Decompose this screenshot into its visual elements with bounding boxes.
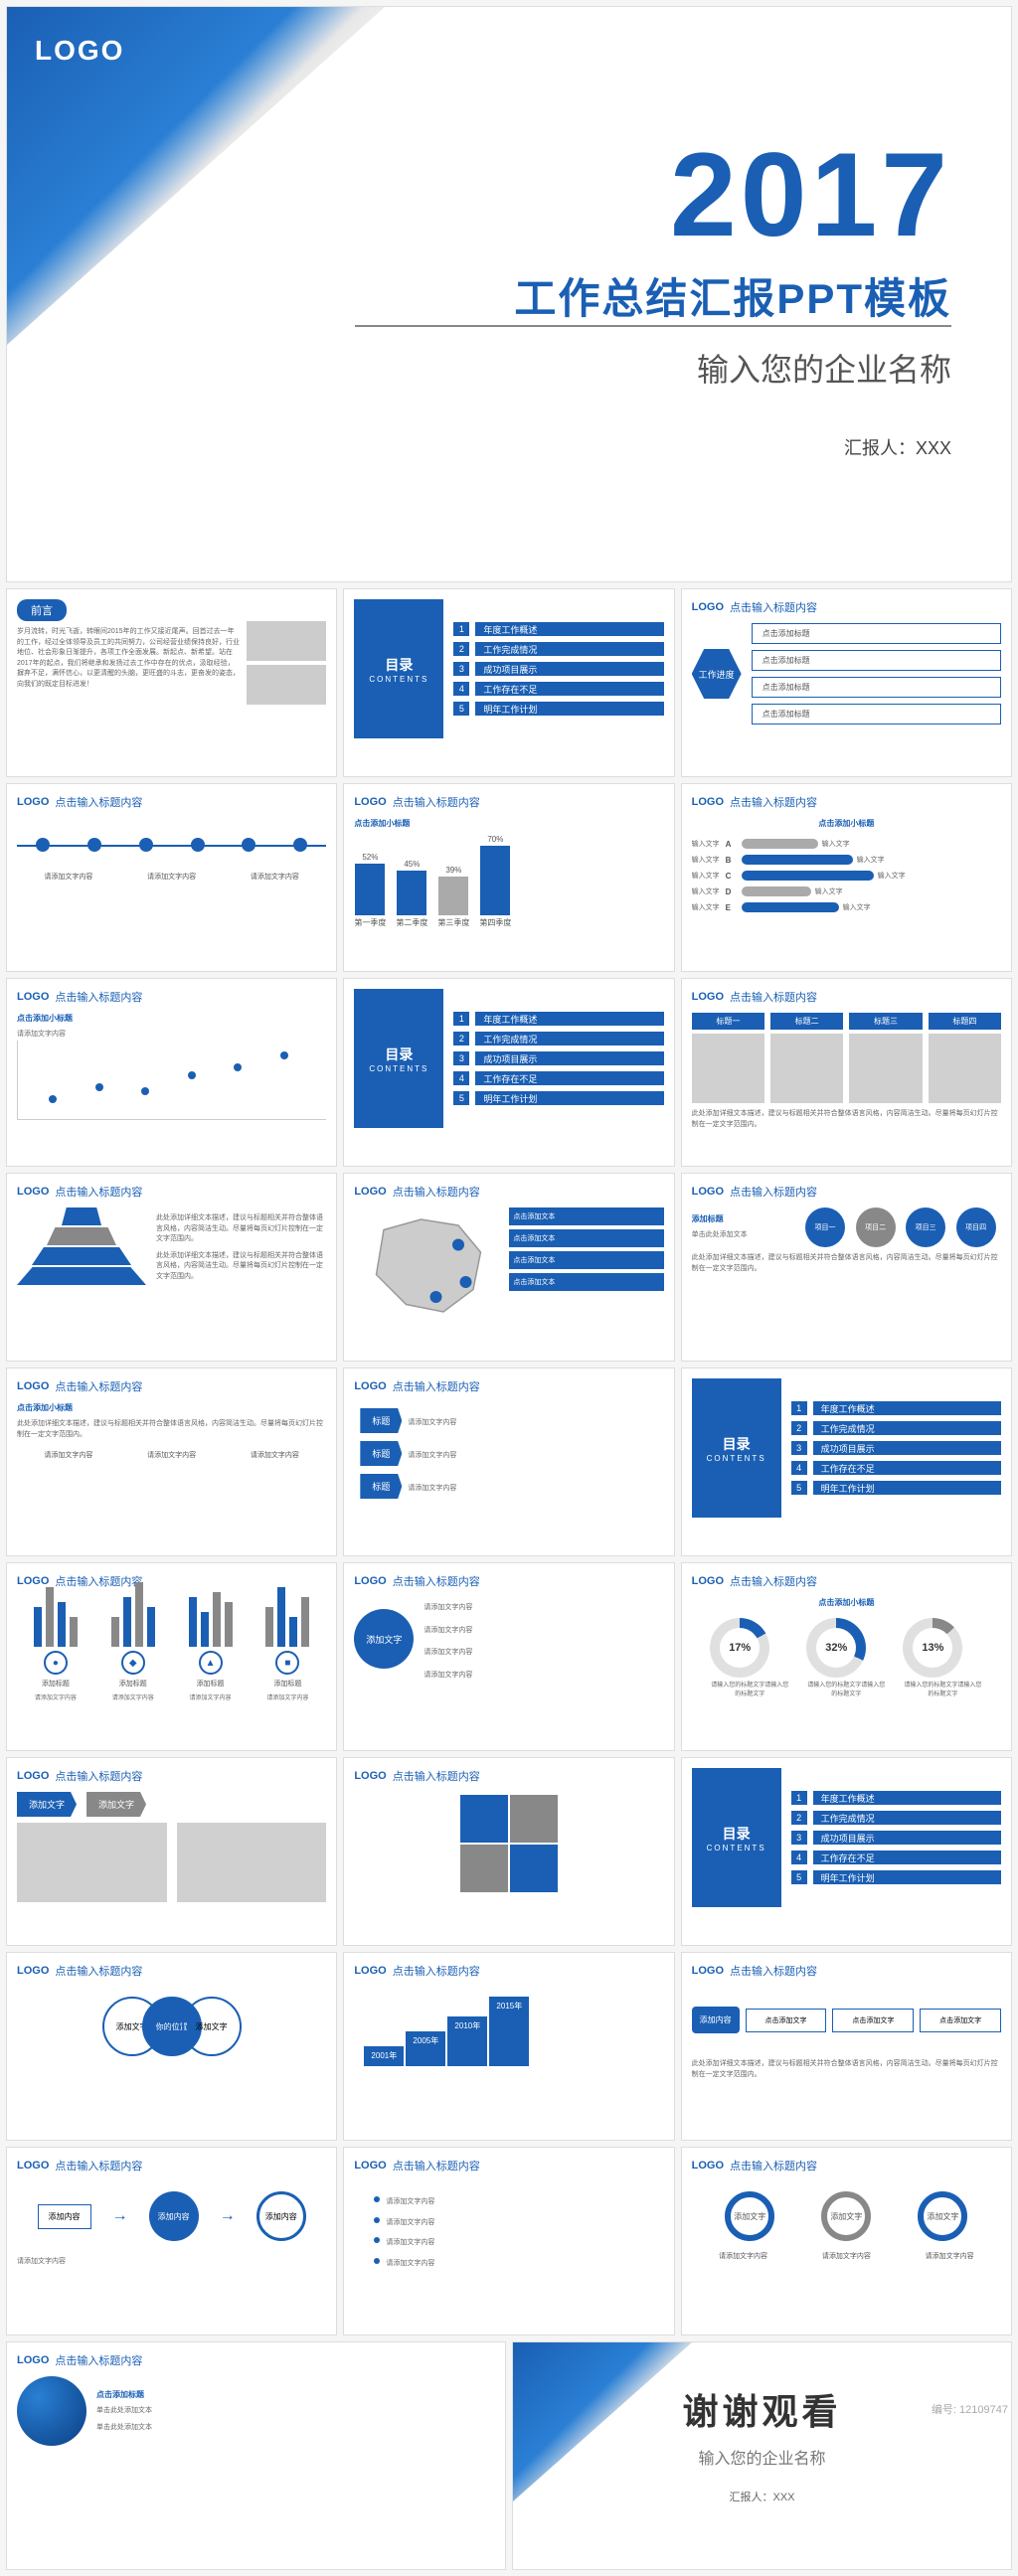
steps-slide: LOGO点击输入标题内容 2001年2005年2010年2015年: [343, 1952, 674, 2141]
slide-row-1: 前言 岁月流转，时光飞逝，转眼间2015年的工作又接近尾声。回首过去一年的工作，…: [6, 588, 1012, 777]
cover-title: 工作总结汇报PPT模板: [514, 265, 951, 326]
hexagon-badge: 工作进度: [692, 649, 742, 699]
timeline-slide: LOGO点击输入标题内容 请添加文字内容 请添加文字内容 请添加文字内容: [6, 783, 337, 972]
branch-slide: LOGO点击输入标题内容 点击添加小标题 此处添加详细文本描述，建议与标题相关并…: [6, 1368, 337, 1556]
slide-row-2: LOGO点击输入标题内容 请添加文字内容 请添加文字内容 请添加文字内容 LOG…: [6, 783, 1012, 972]
toc-title: 目录: [385, 655, 413, 675]
toc-block: 目录 CONTENTS: [692, 1378, 781, 1518]
closing-title: 谢谢观看: [682, 2383, 841, 2435]
circle-flow: 添加内容 → 添加内容 → 添加内容: [17, 2181, 326, 2251]
template-gallery: LOGO 2017 工作总结汇报PPT模板 输入您的企业名称 汇报人：XXX 前…: [0, 0, 1018, 2576]
venn-slide: LOGO点击输入标题内容 添加文字 你的位置 添加文字: [6, 1952, 337, 2141]
pie-charts: 17%请输入您的标题文字请输入您的标题文字32%请输入您的标题文字请输入您的标题…: [692, 1608, 1001, 1709]
globe-icon: [17, 2376, 86, 2446]
horizontal-bar-chart: 输入文字A输入文字输入文字B输入文字输入文字C输入文字输入文字D输入文字输入文字…: [692, 829, 1001, 922]
toc-block: 目录 CONTENTS: [354, 989, 443, 1128]
china-map-icon: [354, 1208, 503, 1327]
line-chart: [17, 1041, 326, 1120]
circle-lines-slide: LOGO点击输入标题内容 添加文字 请添加文字内容 请添加文字内容 请添加文字内…: [343, 1562, 674, 1751]
preface-slide: 前言 岁月流转，时光飞逝，转眼间2015年的工作又接近尾声。回首过去一年的工作，…: [6, 588, 337, 777]
tag-rows-slide: LOGO点击输入标题内容 标题请添加文字内容 标题请添加文字内容 标题请添加文字…: [343, 1368, 674, 1556]
cover-slide: LOGO 2017 工作总结汇报PPT模板 输入您的企业名称 汇报人：XXX: [6, 6, 1012, 582]
cover-divider: [355, 325, 951, 327]
toc-slide-2: 目录 CONTENTS 1年度工作概述 2工作完成情况 3成功项目展示 4工作存…: [343, 978, 674, 1167]
venn-diagram: 添加文字 你的位置 添加文字: [17, 1987, 326, 2066]
toc-block: 目录 CONTENTS: [354, 599, 443, 738]
slide-row-4: LOGO点击输入标题内容 此处添加详细文本描述，建议与标题相关并符合整体语言风格…: [6, 1173, 1012, 1362]
center-circle: 添加文字: [354, 1609, 414, 1669]
pyramid-chart: [17, 1208, 146, 1285]
horizontal-timeline: [17, 818, 326, 872]
preface-photo-2: [247, 665, 326, 705]
hbar-slide: LOGO点击输入标题内容 点击添加小标题 输入文字A输入文字输入文字B输入文字输…: [681, 783, 1012, 972]
closing-slide: 谢谢观看 输入您的企业名称 汇报人：XXX: [512, 2341, 1012, 2570]
line-chart-slide: LOGO点击输入标题内容 点击添加小标题 请添加文字内容: [6, 978, 337, 1167]
toc-list: 1年度工作概述 2工作完成情况 3成功项目展示 4工作存在不足 5明年工作计划: [453, 622, 663, 716]
slide-row-9: LOGO点击输入标题内容 添加内容 → 添加内容 → 添加内容 请添加文字内容 …: [6, 2147, 1012, 2335]
btn-row-slide: LOGO点击输入标题内容 添加内容 点击添加文字 点击添加文字 点击添加文字 此…: [681, 1952, 1012, 2141]
three-circles: 添加文字 添加文字 添加文字: [692, 2181, 1001, 2251]
slide-row-6: LOGO点击输入标题内容 ●添加标题请添加文字内容◆添加标题请添加文字内容▲添加…: [6, 1562, 1012, 1751]
slide-row-7: LOGO点击输入标题内容 添加文字 添加文字 LOGO点击输入标题内容 目录 C…: [6, 1757, 1012, 1946]
circle-flow-slide: LOGO点击输入标题内容 添加内容 → 添加内容 → 添加内容 请添加文字内容: [6, 2147, 337, 2335]
slide-row-10: LOGO点击输入标题内容 点击添加标题 单击此处添加文本 单击此处添加文本 谢谢…: [6, 2341, 1012, 2570]
toc-block: 目录 CONTENTS: [692, 1768, 781, 1907]
grouped-bar-chart: ●添加标题请添加文字内容◆添加标题请添加文字内容▲添加标题请添加文字内容■添加标…: [17, 1597, 326, 1703]
pie-row-slide: LOGO点击输入标题内容 点击添加小标题 17%请输入您的标题文字请输入您的标题…: [681, 1562, 1012, 1751]
toc-slide-1: 目录 CONTENTS 1年度工作概述 2工作完成情况 3成功项目展示 4工作存…: [343, 588, 674, 777]
cover-company: 输入您的企业名称: [697, 345, 951, 391]
slide-row-8: LOGO点击输入标题内容 添加文字 你的位置 添加文字 LOGO点击输入标题内容…: [6, 1952, 1012, 2141]
four-item-slide: LOGO点击输入标题内容 添加标题 单击此处添加文本 项目一 项目二 项目三 项…: [681, 1173, 1012, 1362]
closing-curl-graphic: [513, 2342, 692, 2501]
closing-reporter: 汇报人：XXX: [682, 2489, 841, 2504]
pyramid-slide: LOGO点击输入标题内容 此处添加详细文本描述，建议与标题相关并符合整体语言风格…: [6, 1173, 337, 1362]
toc-subtitle: CONTENTS: [369, 675, 428, 684]
map-slide: LOGO点击输入标题内容 点击添加文本 点击添加文本 点击添加文本 点击添加文本: [343, 1173, 674, 1362]
two-arrows-slide: LOGO点击输入标题内容 添加文字 添加文字: [6, 1757, 337, 1946]
bracket-slide: LOGO点击输入标题内容 请添加文字内容 请添加文字内容 请添加文字内容 请添加…: [343, 2147, 674, 2335]
four-col-slide: LOGO点击输入标题内容 标题一 标题二 标题三 标题四 此处添加详细文本描述，…: [681, 978, 1012, 1167]
slide-row-3: LOGO点击输入标题内容 点击添加小标题 请添加文字内容 目录 CONTENTS…: [6, 978, 1012, 1167]
puzzle-slide: LOGO点击输入标题内容: [343, 1757, 674, 1946]
quarter-bar-slide: LOGO点击输入标题内容 点击添加小标题 52%第一季度45%第二季度39%第三…: [343, 783, 674, 972]
three-circles-slide: LOGO点击输入标题内容 添加文字 添加文字 添加文字 请添加文字内容 请添加文…: [681, 2147, 1012, 2335]
toc-slide-3: 目录 CONTENTS 1年度工作概述 2工作完成情况 3成功项目展示 4工作存…: [681, 1368, 1012, 1556]
preface-badge: 前言: [17, 599, 67, 621]
closing-subtitle: 输入您的企业名称: [682, 2445, 841, 2469]
progress-slide: LOGO点击输入标题内容 工作进度 点击添加标题 点击添加标题 点击添加标题 点…: [681, 588, 1012, 777]
slide-row-5: LOGO点击输入标题内容 点击添加小标题 此处添加详细文本描述，建议与标题相关并…: [6, 1368, 1012, 1556]
cover-reporter: 汇报人：XXX: [844, 434, 951, 460]
preface-photo-1: [247, 621, 326, 661]
toc-slide-4: 目录 CONTENTS 1年度工作概述 2工作完成情况 3成功项目展示 4工作存…: [681, 1757, 1012, 1946]
cover-logo: LOGO: [35, 35, 124, 67]
cover-year: 2017: [670, 126, 951, 263]
quarter-bar-chart: 52%第一季度45%第二季度39%第三季度70%第四季度: [354, 829, 663, 928]
puzzle-graphic: [459, 1794, 559, 1893]
grouped-bars-slide: LOGO点击输入标题内容 ●添加标题请添加文字内容◆添加标题请添加文字内容▲添加…: [6, 1562, 337, 1751]
step-chart: 2001年2005年2010年2015年: [354, 1987, 663, 2076]
preface-body: 岁月流转，时光飞逝，转眼间2015年的工作又接近尾声。回首过去一年的工作，经过全…: [17, 627, 241, 705]
image-id-label: 编号: 12109747: [932, 2401, 1008, 2417]
globe-slide: LOGO点击输入标题内容 点击添加标题 单击此处添加文本 单击此处添加文本: [6, 2341, 506, 2570]
